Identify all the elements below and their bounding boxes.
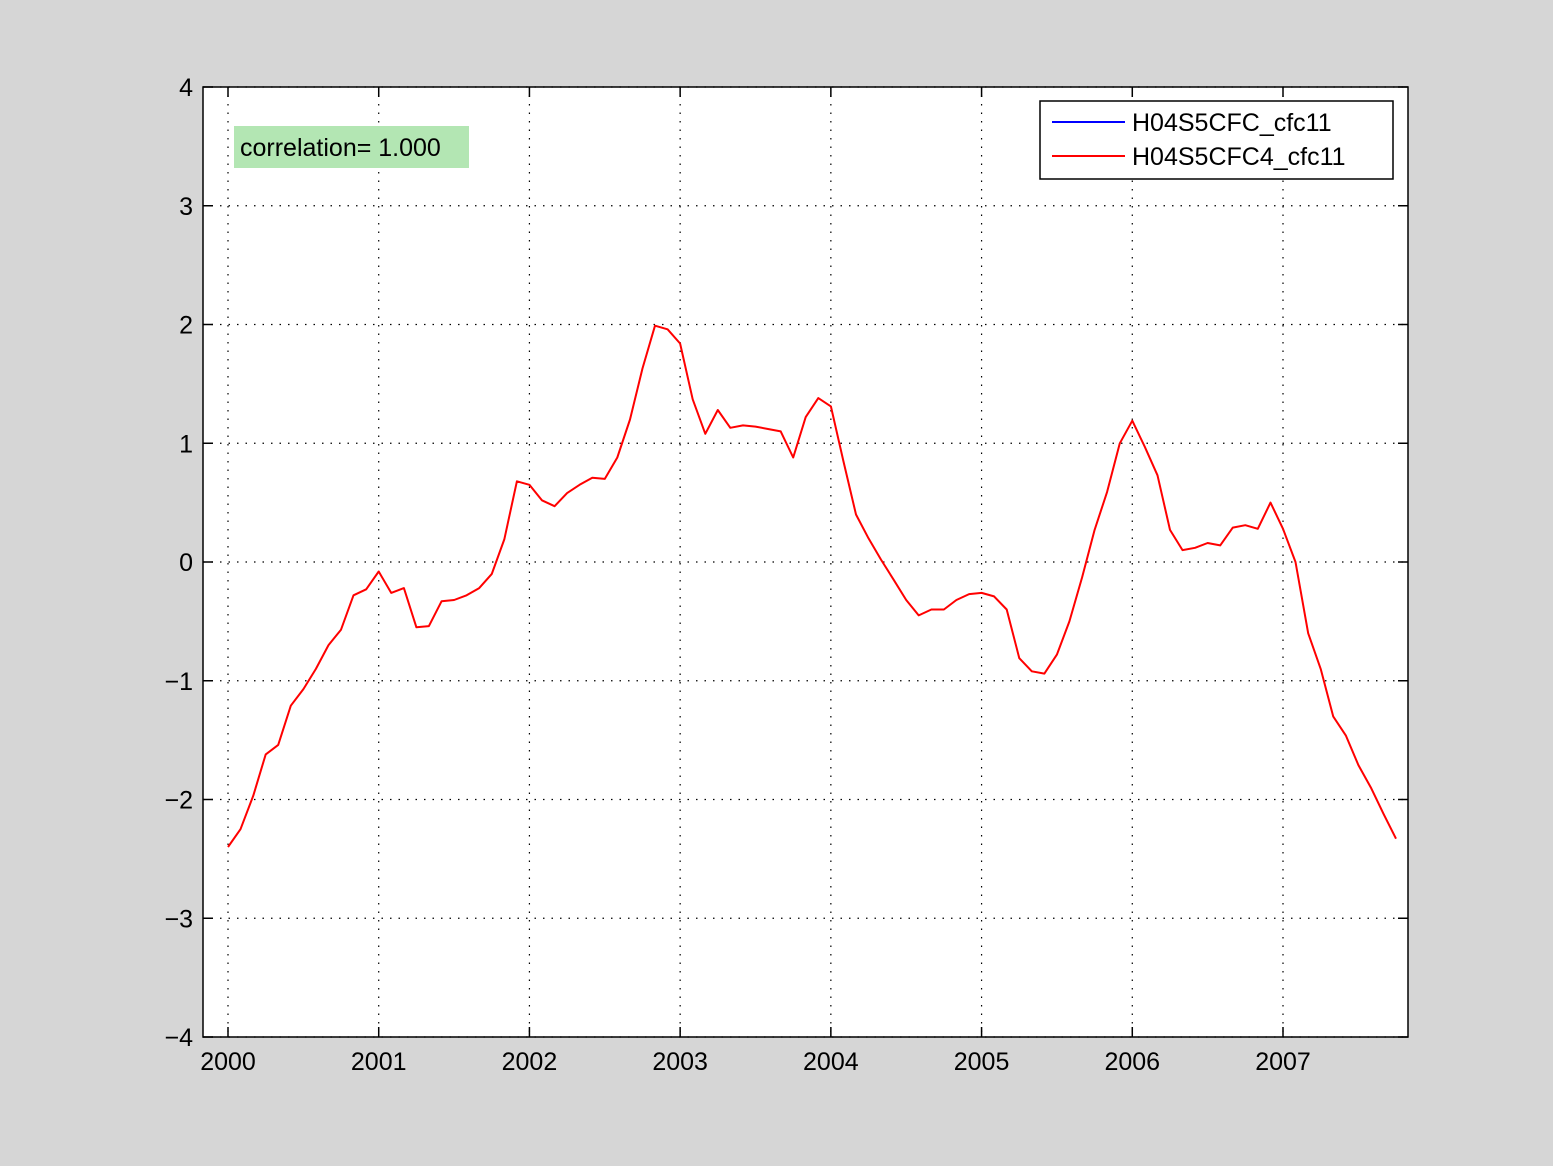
y-tick-label: 2 [179,312,193,340]
legend-box [1039,100,1394,180]
y-tick-label: −2 [164,787,193,815]
series-line-2 [227,324,1397,848]
x-tick-label: 2003 [652,1048,708,1076]
plot-area [203,87,1408,1037]
x-tick-label: 2002 [502,1048,558,1076]
x-tick-label: 2007 [1255,1048,1311,1076]
y-tick-labels: −4 −3 −2 −1 0 1 2 3 4 [164,74,193,1052]
y-tick-label: 4 [179,74,193,102]
correlation-annotation: correlation= 1.000 [234,126,469,168]
y-tick-label: 0 [179,549,193,577]
axis-ticks [203,86,1408,1038]
x-tick-label: 2006 [1104,1048,1160,1076]
y-tick-label: 1 [179,430,193,458]
y-tick-label: −1 [164,668,193,696]
x-tick-label: 2001 [351,1048,407,1076]
legend-label-series-2: H04S5CFC4_cfc11 [1132,143,1346,171]
x-tick-labels: 2000 2001 2002 2003 2004 2005 2006 2007 [200,1048,1311,1076]
legend: H04S5CFC_cfc11 H04S5CFC4_cfc11 [1039,100,1394,180]
x-tick-label: 2004 [803,1048,859,1076]
x-tick-label: 2000 [200,1048,256,1076]
annotation-background [234,126,469,168]
x-tick-label: 2005 [954,1048,1010,1076]
y-tick-label: −4 [164,1024,193,1052]
y-tick-label: −3 [164,905,193,933]
y-tick-label: 3 [179,193,193,221]
annotation-text: correlation= 1.000 [240,134,441,162]
series-layer [227,324,1397,848]
legend-label-series-1: H04S5CFC_cfc11 [1132,109,1332,137]
